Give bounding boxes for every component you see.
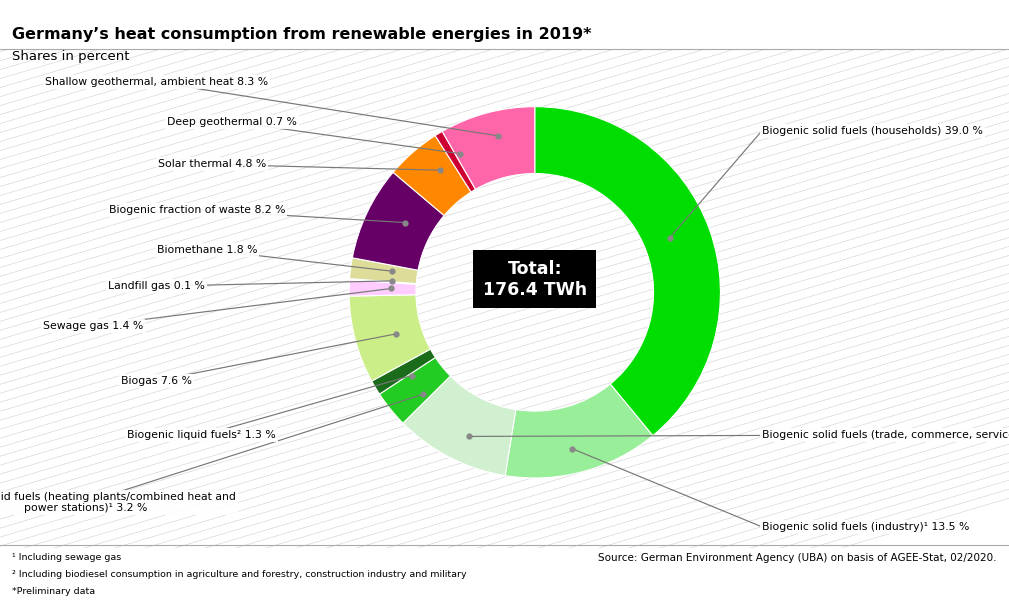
Text: Sewage gas 1.4 %: Sewage gas 1.4 % — [42, 321, 143, 331]
Text: *Preliminary data: *Preliminary data — [12, 587, 95, 596]
Text: Shallow geothermal, ambient heat 8.3 %: Shallow geothermal, ambient heat 8.3 % — [44, 77, 268, 87]
Wedge shape — [371, 349, 436, 394]
Text: Biomethane 1.8 %: Biomethane 1.8 % — [156, 245, 257, 255]
Text: Source: German Environment Agency (UBA) on basis of AGEE-Stat, 02/2020.: Source: German Environment Agency (UBA) … — [598, 553, 997, 563]
Text: ¹ Including sewage gas: ¹ Including sewage gas — [12, 553, 121, 562]
Wedge shape — [394, 136, 471, 216]
Wedge shape — [535, 107, 720, 435]
Wedge shape — [506, 384, 653, 478]
Wedge shape — [349, 295, 431, 381]
Text: Biogas 7.6 %: Biogas 7.6 % — [121, 376, 192, 385]
Text: Biogenic solid fuels (households) 39.0 %: Biogenic solid fuels (households) 39.0 % — [762, 126, 983, 136]
Text: Biogenic solid fuels (industry)¹ 13.5 %: Biogenic solid fuels (industry)¹ 13.5 % — [762, 522, 970, 532]
Text: Biogenic solid fuels (heating plants/combined heat and
power stations)¹ 3.2 %: Biogenic solid fuels (heating plants/com… — [0, 491, 236, 513]
Wedge shape — [442, 107, 535, 189]
Text: ² Including biodiesel consumption in agriculture and forestry, construction indu: ² Including biodiesel consumption in agr… — [12, 570, 467, 579]
Text: Total:
176.4 TWh: Total: 176.4 TWh — [482, 260, 587, 299]
Wedge shape — [350, 258, 418, 284]
Wedge shape — [403, 376, 516, 476]
Wedge shape — [379, 357, 450, 423]
Text: Germany’s heat consumption from renewable energies in 2019*: Germany’s heat consumption from renewabl… — [12, 27, 591, 43]
Text: Biogenic fraction of waste 8.2 %: Biogenic fraction of waste 8.2 % — [109, 205, 285, 215]
Wedge shape — [349, 278, 417, 284]
Wedge shape — [352, 172, 444, 270]
Text: Shares in percent: Shares in percent — [12, 50, 129, 63]
Text: Landfill gas 0.1 %: Landfill gas 0.1 % — [108, 281, 205, 291]
Text: Biogenic solid fuels (trade, commerce, services) 10.0 %: Biogenic solid fuels (trade, commerce, s… — [762, 431, 1009, 440]
Text: Deep geothermal 0.7 %: Deep geothermal 0.7 % — [167, 117, 297, 127]
Text: Biogenic liquid fuels² 1.3 %: Biogenic liquid fuels² 1.3 % — [127, 431, 276, 440]
Text: Solar thermal 4.8 %: Solar thermal 4.8 % — [157, 160, 266, 169]
Wedge shape — [349, 280, 417, 296]
Wedge shape — [435, 132, 475, 192]
